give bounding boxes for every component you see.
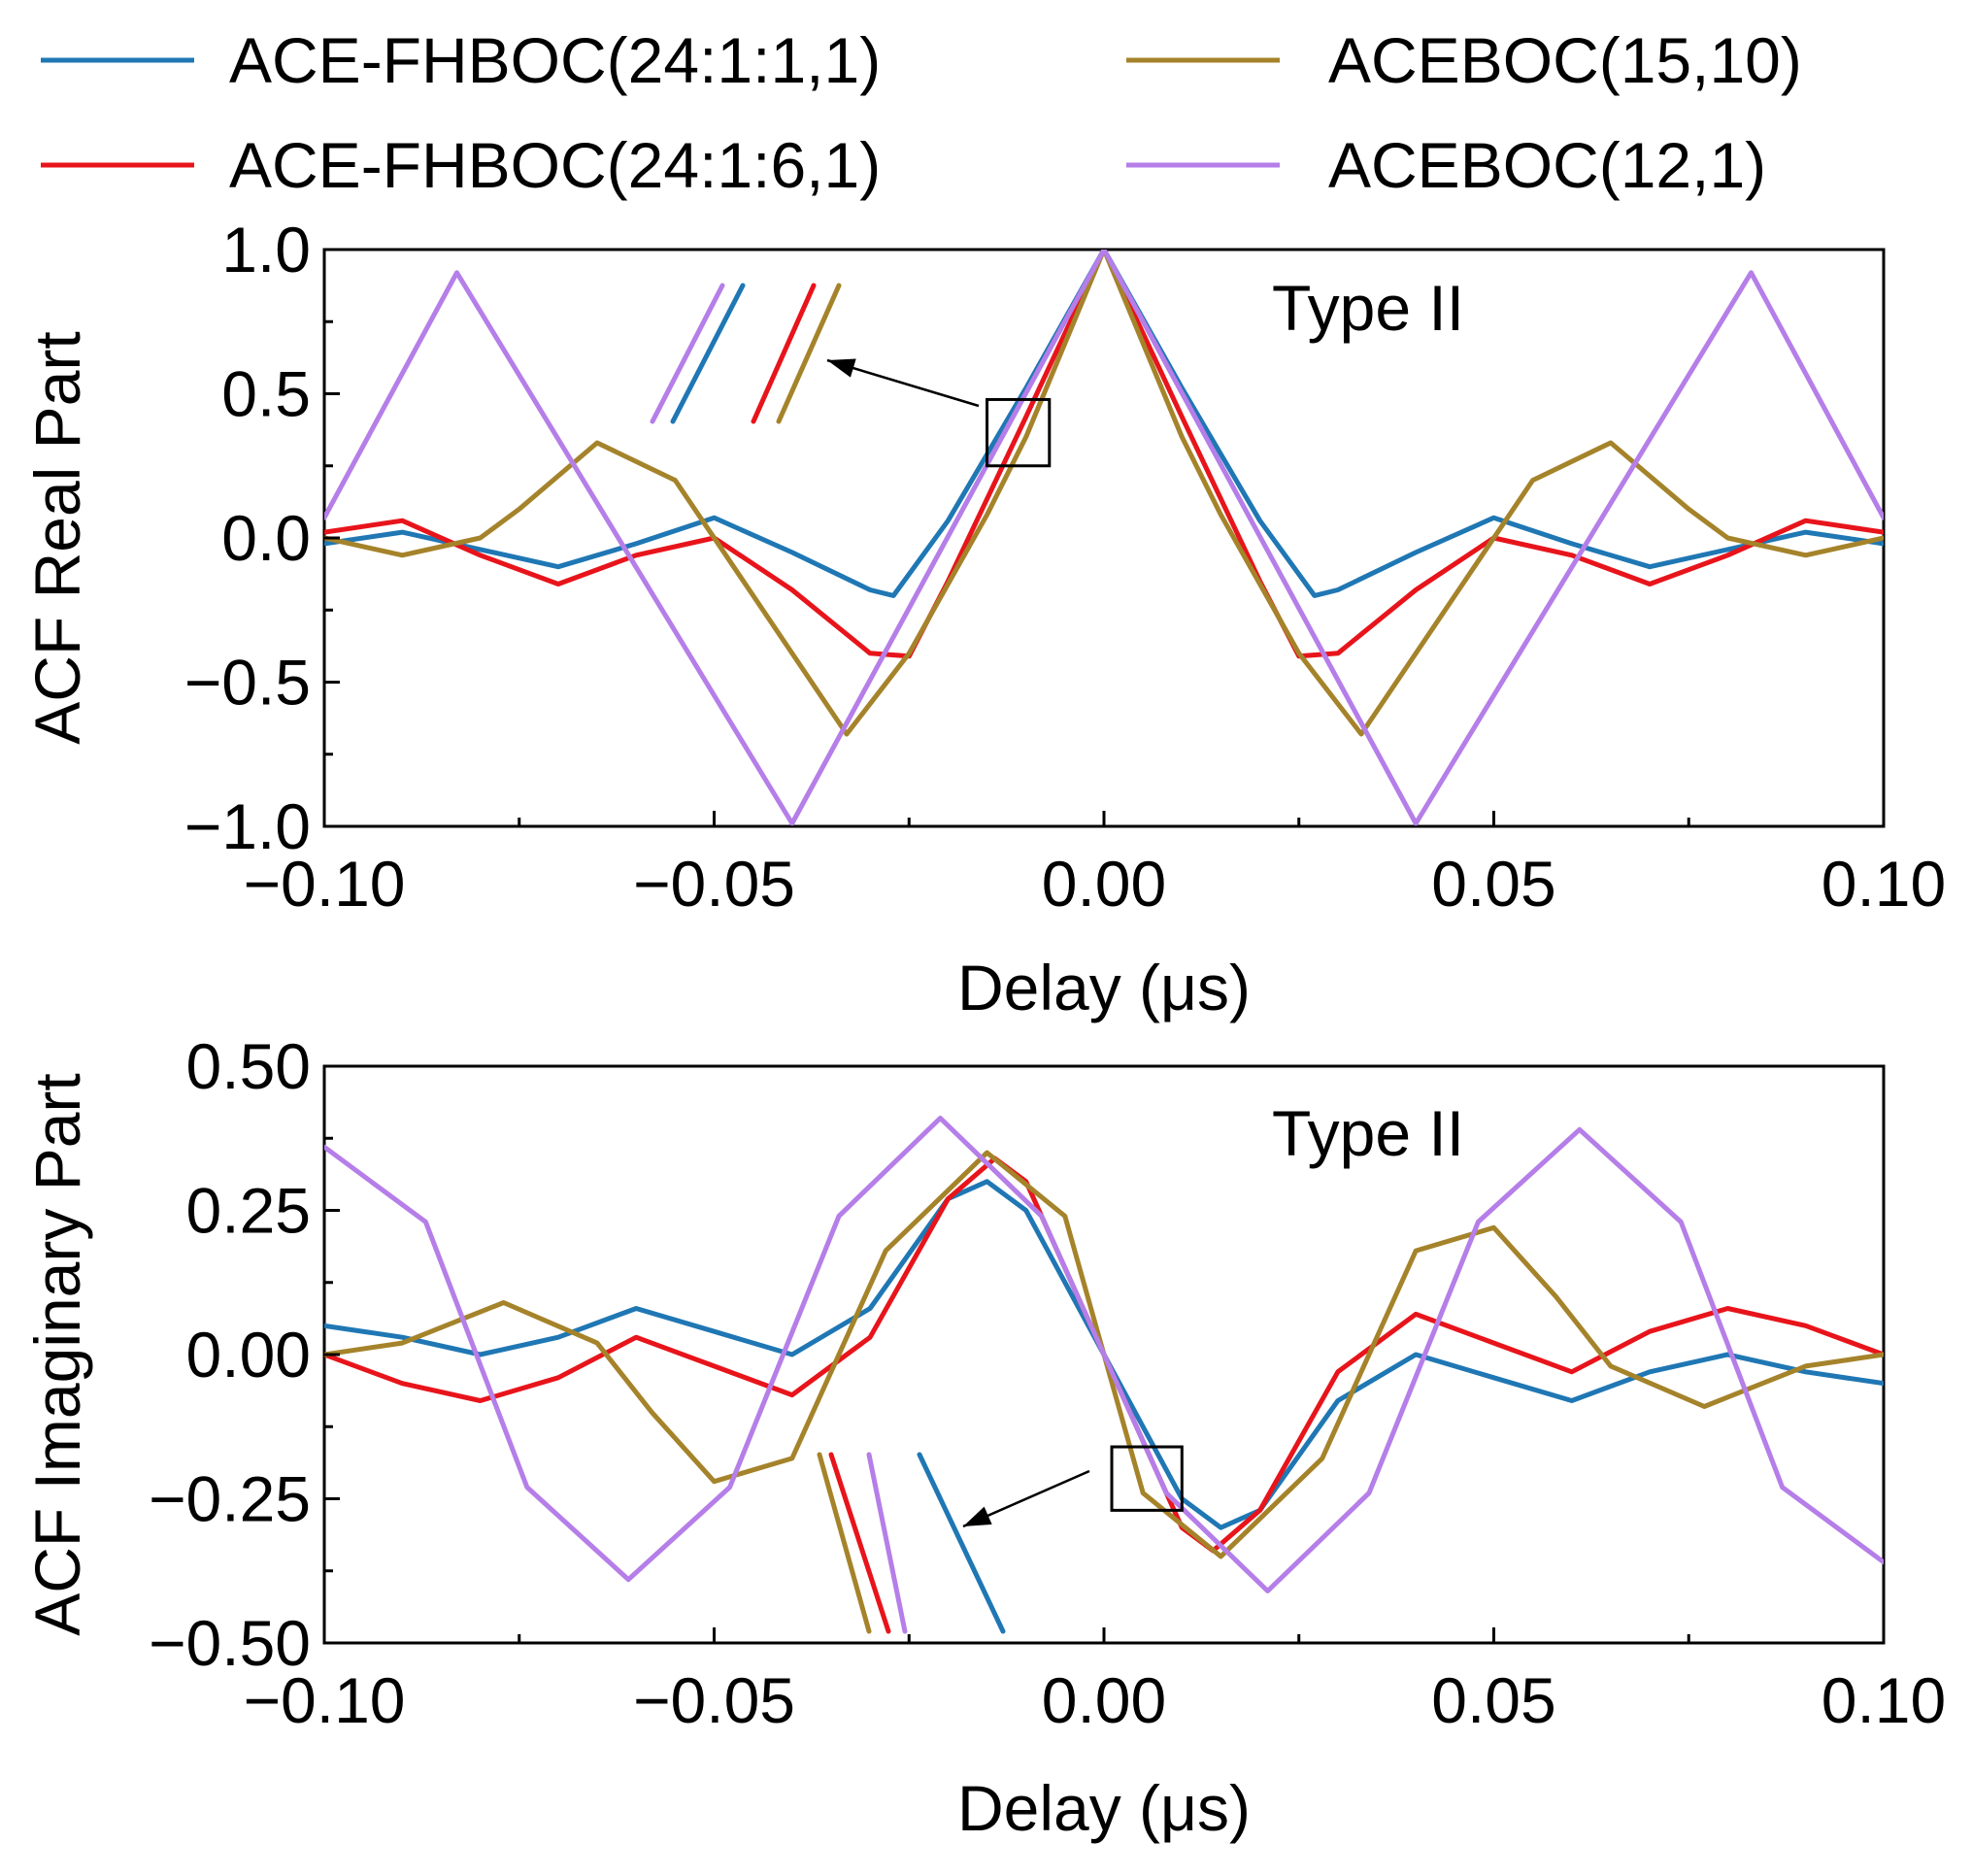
imag-inset-segment: [917, 1452, 1006, 1634]
imag-y-tick-label: 0.50: [186, 1030, 311, 1102]
real-y-tick-label: 0.5: [221, 358, 311, 430]
real-y-tick-label: −1.0: [184, 790, 311, 862]
real-annotation: Type II: [1272, 272, 1464, 344]
imag-inset-segment: [817, 1452, 872, 1634]
real-y-tick-label: 1.0: [221, 214, 311, 285]
imag-zoom-box: [1110, 1445, 1184, 1512]
legend: ACE-FHBOC(24:1:1,1) ACE-FHBOC(24:1:6,1) …: [41, 24, 1802, 201]
imag-inset-segment: [828, 1452, 891, 1634]
imag-inset-segment: [866, 1452, 908, 1634]
imag-x-tick-label: −0.05: [633, 1664, 795, 1736]
real-y-tick-label: 0.0: [221, 502, 311, 574]
imag-series-line-3: [324, 1116, 1884, 1593]
legend-label-0: ACE-FHBOC(24:1:1,1): [229, 24, 881, 96]
imag-x-axis-label: Delay (μs): [957, 1772, 1251, 1844]
real-x-tick-label: −0.05: [633, 848, 795, 920]
real-inset-group: [650, 283, 1052, 468]
real-series-line-1: [324, 250, 1884, 659]
imag-y-tick-label: −0.50: [149, 1607, 311, 1679]
real-y-tick-label: −0.5: [184, 647, 311, 719]
imag-x-tick-label: 0.10: [1822, 1664, 1946, 1736]
imag-ticks-group: −0.10 −0.05 0.00 0.05 0.10 0.50 0.25 0.00 −0.25 −…: [149, 1030, 1946, 1736]
imag-x-tick-label: 0.00: [1042, 1664, 1166, 1736]
real-series-line-0: [324, 250, 1884, 598]
imag-y-tick-label: −0.25: [149, 1463, 311, 1535]
real-series-line-3: [324, 250, 1884, 826]
real-inset-segment: [650, 283, 725, 424]
imag-inset-group: [817, 1445, 1184, 1634]
real-plot-frame: [322, 248, 1886, 828]
imag-inset-arrow-head: [963, 1506, 992, 1526]
real-y-axis-label: ACF Real Part: [21, 331, 93, 744]
imaginary-part-panel: −0.10 −0.05 0.00 0.05 0.10 0.50 0.25 0.00 −0.25 −…: [21, 1030, 1946, 1844]
real-inset-segment: [670, 283, 746, 424]
real-x-axis-label: Delay (μs): [957, 952, 1251, 1023]
imag-y-axis-label: ACF Imaginary Part: [21, 1073, 93, 1636]
real-inset-segment: [751, 283, 817, 424]
real-x-tick-label: 0.00: [1042, 848, 1166, 920]
real-inset-segment: [776, 283, 842, 424]
imag-series-group: [324, 1116, 1884, 1593]
real-x-tick-label: 0.05: [1431, 848, 1555, 920]
real-series-group: [324, 250, 1884, 826]
real-series-line-2: [324, 250, 1884, 737]
imag-y-tick-label: 0.00: [186, 1319, 311, 1390]
imag-x-tick-label: −0.10: [244, 1664, 406, 1736]
real-x-tick-label: −0.10: [244, 848, 406, 920]
real-zoom-box: [986, 397, 1052, 468]
legend-label-3: ACEBOC(12,1): [1328, 129, 1766, 201]
real-x-tick-label: 0.10: [1822, 848, 1946, 920]
real-part-panel: −0.10 −0.05 0.00 0.05 0.101.00.50.0−0.5−1.0 …: [21, 214, 1946, 1023]
legend-label-2: ACEBOC(15,10): [1328, 24, 1802, 96]
legend-label-1: ACE-FHBOC(24:1:6,1): [229, 129, 881, 201]
real-inset-arrow-head: [827, 358, 856, 378]
imag-y-tick-label: 0.25: [186, 1175, 311, 1247]
imag-x-tick-label: 0.05: [1431, 1664, 1555, 1736]
real-ticks-group: −0.10 −0.05 0.00 0.05 0.10 1.0 0.5 0.0 −0.5 −1.0: [184, 214, 1947, 920]
imag-annotation: Type II: [1272, 1097, 1464, 1169]
